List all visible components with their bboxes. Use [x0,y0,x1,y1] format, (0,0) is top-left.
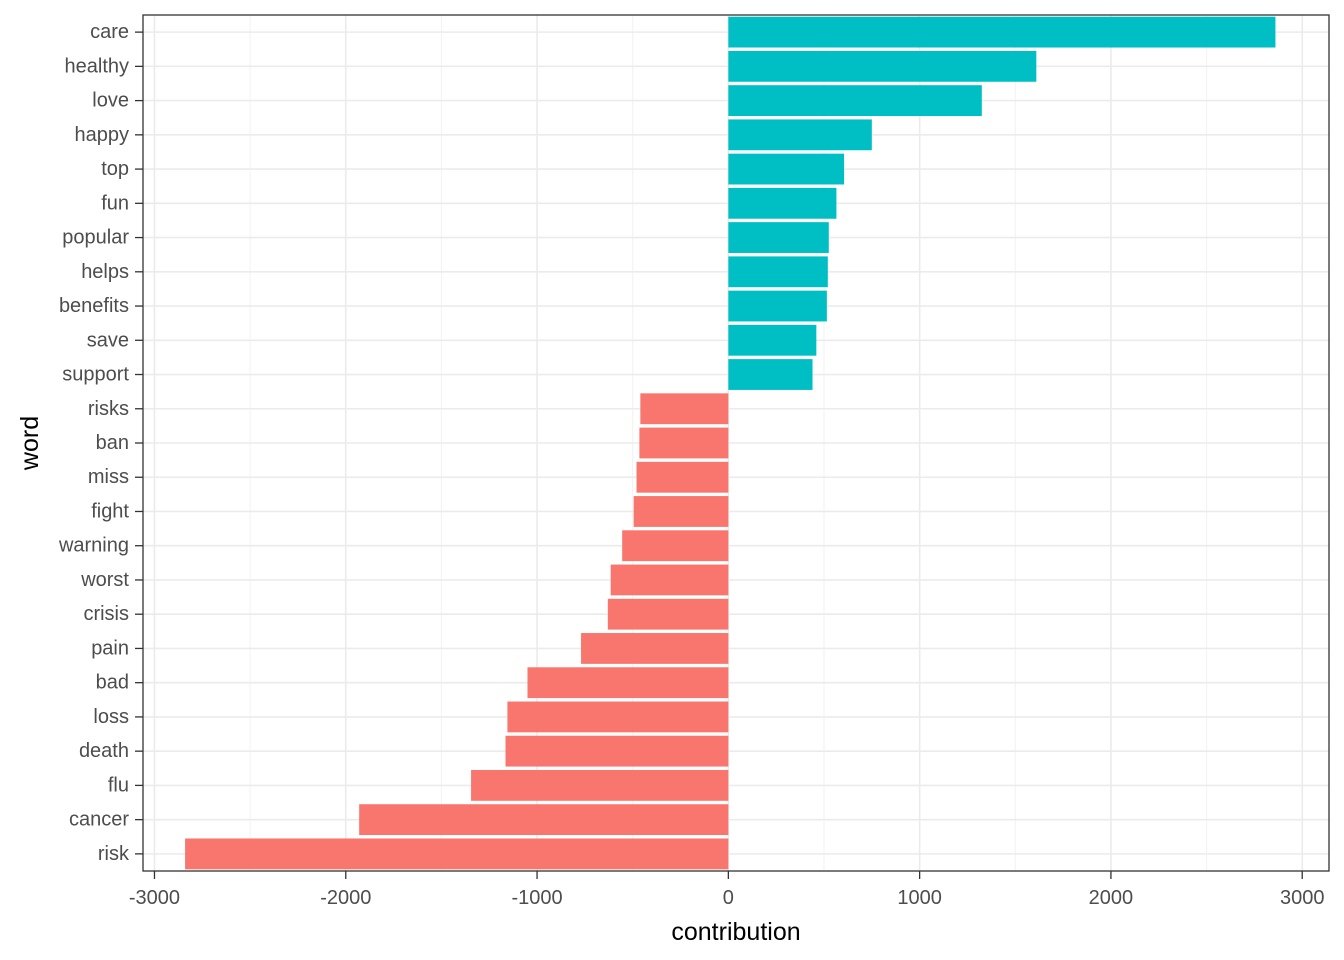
y-tick-label: worst [80,569,129,591]
x-axis: -3000 -2000 -1000 0 1000 2000 3000 [129,871,1325,909]
y-tick-label: crisis [83,603,129,625]
bar-popular [728,222,829,253]
y-tick-label: cancer [69,809,129,831]
bar-risks [640,393,729,425]
bar-helps [728,256,828,288]
x-tick-label: -3000 [129,887,180,909]
y-tick-label: happy [75,124,130,146]
y-tick-label: benefits [59,295,129,317]
bar-ban [639,427,729,459]
bar-benefits [728,290,827,322]
y-tick-label: bad [96,672,129,694]
y-axis: care healthy love happy top fun popular helps be… [58,21,143,865]
y-axis-title: word [16,416,44,471]
bars [185,16,1276,870]
bar-risk [185,838,729,870]
bar-pain [581,633,729,664]
y-tick-label: love [92,90,129,112]
bar-care [728,16,1276,48]
y-tick-label: top [101,158,129,180]
bar-miss [636,461,729,493]
bar-flu [471,769,729,801]
y-tick-label: care [90,21,129,43]
y-tick-label: popular [62,227,129,249]
y-tick-label: miss [88,466,129,488]
x-tick-label: 3000 [1280,887,1325,909]
y-tick-label: risk [98,843,130,865]
y-tick-label: ban [96,432,129,454]
bar-top [728,153,845,185]
y-tick-label: loss [93,706,129,728]
bar-death [505,735,729,767]
bar-support [728,359,813,390]
bar-bad [527,667,729,699]
x-tick-label: -1000 [511,887,562,909]
y-tick-label: save [87,329,129,351]
bar-worst [610,564,729,596]
y-tick-label: healthy [65,55,130,77]
bar-save [728,324,817,356]
y-tick-label: fun [101,192,129,214]
y-tick-label: flu [108,774,129,796]
bar-warning [622,530,729,562]
y-tick-label: support [62,364,129,386]
bar-cancer [359,804,729,836]
bar-fight [633,496,729,527]
y-tick-label: helps [81,261,129,283]
x-tick-label: 2000 [1089,887,1134,909]
y-tick-label: pain [91,637,129,659]
y-tick-label: risks [88,398,129,420]
bar-crisis [607,598,729,630]
y-tick-label: fight [91,500,129,522]
x-tick-label: -2000 [320,887,371,909]
bar-happy [728,119,872,151]
bar-loss [507,701,729,733]
x-tick-label: 0 [723,887,734,909]
bar-fun [728,187,837,219]
bar-love [728,85,982,117]
x-tick-label: 1000 [897,887,942,909]
bar-healthy [728,50,1037,82]
x-axis-title: contribution [671,918,800,946]
y-tick-label: death [79,740,129,762]
y-tick-label: warning [58,535,129,557]
